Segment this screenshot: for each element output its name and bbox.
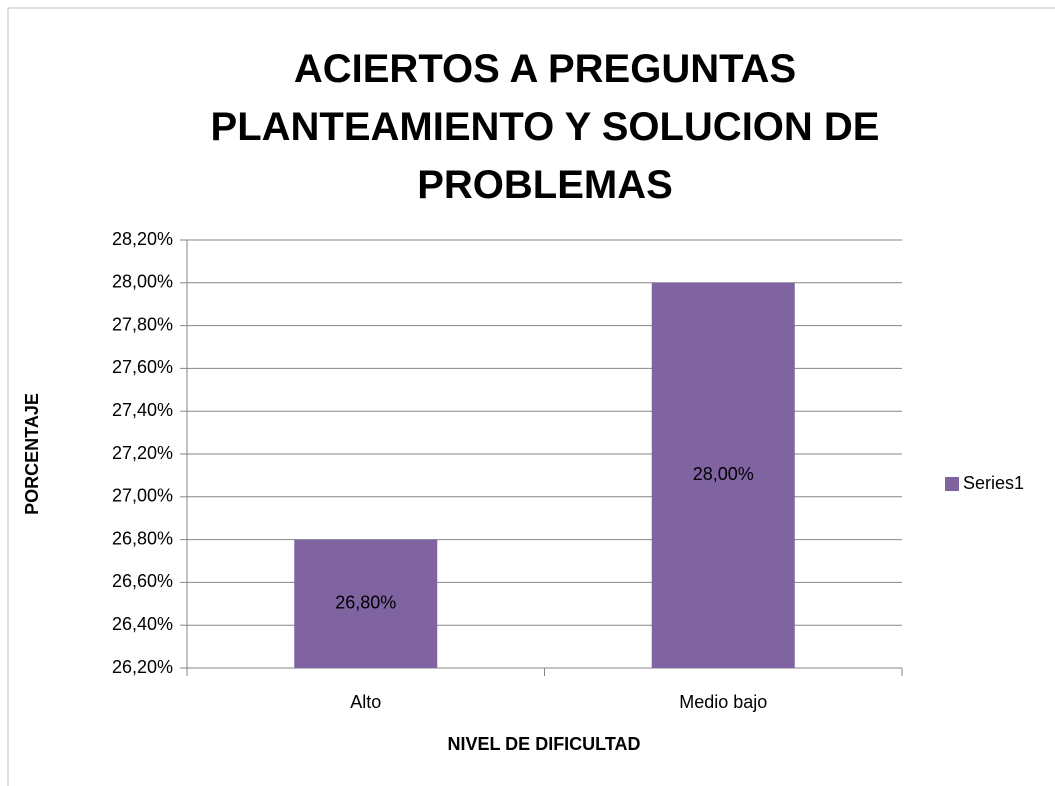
bar	[294, 539, 438, 668]
chart-title: ACIERTOS A PREGUNTAS PLANTEAMIENTO Y SOL…	[210, 47, 880, 207]
y-tick-label: 26,20%	[112, 657, 173, 677]
y-tick-label: 27,00%	[112, 486, 173, 506]
y-tick-label: 28,20%	[112, 229, 173, 249]
y-tick-label: 26,80%	[112, 528, 173, 548]
y-tick-label: 27,80%	[112, 314, 173, 334]
x-tick-label: Alto	[350, 692, 381, 712]
data-label: 28,00%	[693, 464, 754, 484]
x-axis-label: NIVEL DE DIFICULTAD	[448, 734, 641, 754]
x-tick-label: Medio bajo	[679, 692, 767, 712]
y-tick-label: 27,40%	[112, 400, 173, 420]
data-label: 26,80%	[335, 593, 396, 613]
y-tick-label: 27,20%	[112, 443, 173, 463]
legend-swatch	[945, 477, 959, 491]
y-tick-label: 26,40%	[112, 614, 173, 634]
y-tick-label: 26,60%	[112, 571, 173, 591]
y-tick-label: 27,60%	[112, 357, 173, 377]
bar	[651, 282, 795, 668]
legend-label: Series1	[963, 473, 1024, 493]
y-axis-label: PORCENTAJE	[22, 393, 42, 515]
y-tick-label: 28,00%	[112, 272, 173, 292]
